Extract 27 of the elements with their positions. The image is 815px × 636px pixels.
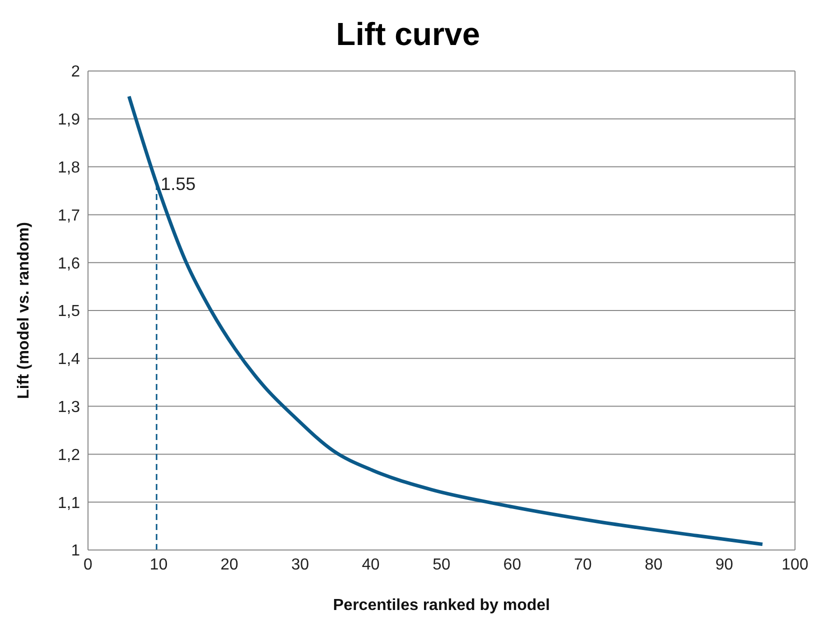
y-tick-label: 1,6 (58, 255, 80, 272)
y-tick-label: 1,3 (58, 398, 80, 416)
line-series (127, 94, 764, 546)
x-axis-title: Percentiles ranked by model (333, 597, 550, 614)
y-tick-label: 1,1 (58, 494, 80, 512)
x-tick-label: 80 (644, 556, 663, 574)
y-tick-label: 1,2 (58, 446, 80, 464)
y-tick-label: 2 (71, 64, 80, 81)
x-tick-label: 100 (782, 556, 808, 574)
y-tick-label: 1,8 (58, 159, 80, 176)
x-tick-label: 70 (574, 556, 592, 574)
y-axis-title: Lift (model vs. random) (16, 222, 33, 399)
y-tick-label: 1 (71, 542, 80, 560)
y-tick-label: 1,5 (58, 303, 80, 320)
x-tick-label: 0 (84, 556, 93, 574)
y-tick-label: 1,9 (58, 112, 80, 129)
annotation: 1.55 (160, 174, 196, 194)
x-tick-label: 20 (220, 556, 238, 574)
x-tick-label: 90 (715, 556, 734, 574)
chart-title: Lift curve (334, 15, 482, 54)
x-tick-label: 60 (503, 556, 522, 574)
x-tick-label: 50 (432, 556, 450, 574)
x-tick-label: 10 (150, 556, 168, 574)
y-tick-label: 1,7 (58, 207, 80, 224)
y-tick-label: 1,4 (58, 351, 80, 368)
x-tick-label: 40 (362, 556, 380, 574)
x-tick-label: 30 (291, 556, 310, 574)
